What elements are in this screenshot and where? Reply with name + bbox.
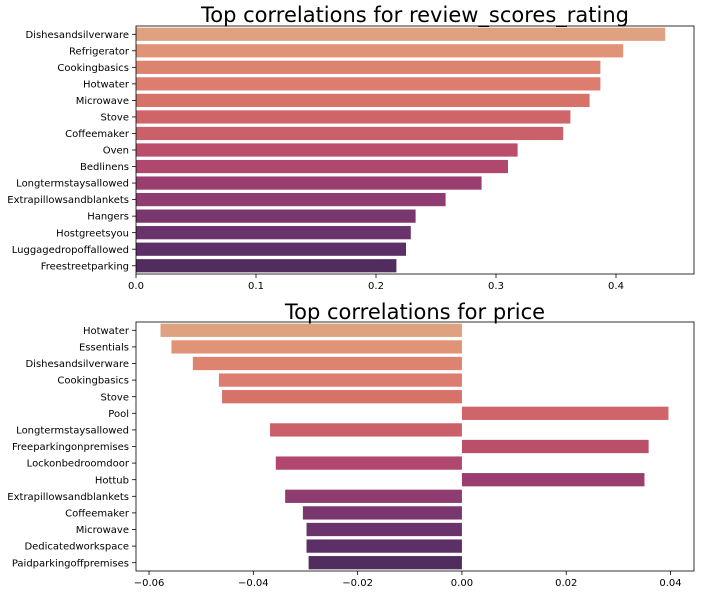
y-tick-label-hotwater: Hotwater [83, 79, 130, 90]
y-tick-label-hottub: Hottub [95, 475, 129, 486]
x-tick-label: 0.2 [368, 281, 384, 292]
bar-refrigerator [136, 44, 624, 58]
y-tick-label-essentials: Essentials [79, 343, 129, 354]
x-tick-label: 0.4 [608, 281, 624, 292]
x-tick-label: 0.04 [659, 578, 681, 589]
chart-price: Top correlations for price Hotwater Essent… [7, 300, 695, 589]
y-tick-label-extrapillowsandblankets: Extrapillowsandblankets [7, 195, 129, 206]
chart-title: Top correlations for price [284, 300, 545, 324]
bar-essentials [171, 340, 462, 354]
chart-review-scores-rating: Top correlations for review_scores_ratin… [7, 3, 695, 292]
y-tick-label-cookingbasics: Cookingbasics [57, 63, 129, 74]
bar-dishesandsilverware [136, 27, 666, 41]
bar-paidparkingoffpremises [308, 556, 462, 570]
y-tick-label-dishesandsilverware: Dishesandsilverware [25, 30, 129, 41]
y-tick-label-dedicatedworkspace: Dedicatedworkspace [24, 542, 129, 553]
bar-stove [222, 390, 462, 404]
y-tick-label-stove: Stove [101, 392, 129, 403]
bar-hostgreetsyou [136, 226, 411, 240]
bar-longtermstaysallowed [136, 176, 482, 190]
x-tick-label: −0.06 [134, 578, 165, 589]
bar-longtermstaysallowed [270, 423, 462, 437]
chart-title: Top correlations for review_scores_ratin… [200, 3, 629, 28]
bar-freeparkingonpremises [461, 439, 649, 454]
bar-microwave [136, 93, 590, 108]
x-tick-label: 0.0 [128, 281, 144, 292]
x-tick-label: −0.02 [342, 578, 373, 589]
bar-coffeemaker [302, 506, 462, 520]
bar-hottub [461, 473, 645, 487]
axes-frame [135, 321, 695, 572]
x-tick-label: 0.02 [555, 578, 577, 589]
bar-hangers [136, 209, 416, 223]
bar-luggagedropoffallowed [136, 242, 406, 256]
y-tick-label-lockonbedroomdoor: Lockonbedroomdoor [27, 459, 130, 470]
bar-pool [461, 406, 669, 420]
bar-extrapillowsandblankets [285, 489, 462, 503]
y-tick-label-hostgreetsyou: Hostgreetsyou [56, 228, 129, 239]
x-tick-label: 0.00 [451, 578, 473, 589]
bar-oven [136, 143, 518, 157]
bar-hotwater [136, 77, 601, 91]
y-tick-label-extrapillowsandblankets: Extrapillowsandblankets [7, 492, 129, 503]
x-tick-label: 0.3 [488, 281, 504, 292]
y-tick-label-freeparkingonpremises: Freeparkingonpremises [12, 442, 129, 453]
axes-frame [135, 25, 695, 275]
bar-stove [136, 110, 571, 124]
bar-coffeemaker [136, 126, 564, 141]
y-tick-label-coffeemaker: Coffeemaker [65, 129, 130, 140]
bar-hotwater [160, 323, 462, 337]
bar-dishesandsilverware [192, 356, 462, 371]
bar-microwave [306, 522, 462, 537]
bar-lockonbedroomdoor [275, 456, 462, 470]
y-tick-label-paidparkingoffpremises: Paidparkingoffpremises [12, 558, 129, 569]
y-tick-label-hangers: Hangers [87, 212, 129, 223]
y-tick-label-luggagedropoffallowed: Luggagedropoffallowed [12, 245, 129, 256]
y-tick-label-hotwater: Hotwater [83, 326, 130, 337]
x-tick-label: 0.1 [248, 281, 264, 292]
y-tick-label-pool: Pool [108, 409, 129, 420]
y-tick-label-coffeemaker: Coffeemaker [65, 509, 130, 520]
bar-cookingbasics [136, 60, 601, 74]
bar-freestreetparking [136, 259, 397, 273]
bar-cookingbasics [218, 373, 462, 387]
bar-extrapillowsandblankets [136, 192, 446, 207]
y-tick-label-oven: Oven [103, 146, 129, 157]
y-tick-label-stove: Stove [101, 113, 129, 124]
y-tick-label-microwave: Microwave [76, 96, 129, 107]
y-tick-label-dishesandsilverware: Dishesandsilverware [25, 359, 129, 370]
y-tick-label-freestreetparking: Freestreetparking [41, 261, 129, 272]
bar-bedlinens [136, 159, 508, 174]
y-tick-label-refrigerator: Refrigerator [69, 46, 130, 57]
y-tick-label-cookingbasics: Cookingbasics [57, 376, 129, 387]
y-tick-label-bedlinens: Bedlinens [80, 162, 129, 173]
bar-dedicatedworkspace [306, 539, 462, 553]
y-tick-label-longtermstaysallowed: Longtermstaysallowed [16, 426, 129, 437]
y-tick-label-microwave: Microwave [76, 525, 129, 536]
x-tick-label: −0.04 [238, 578, 269, 589]
y-tick-label-longtermstaysallowed: Longtermstaysallowed [16, 179, 129, 190]
